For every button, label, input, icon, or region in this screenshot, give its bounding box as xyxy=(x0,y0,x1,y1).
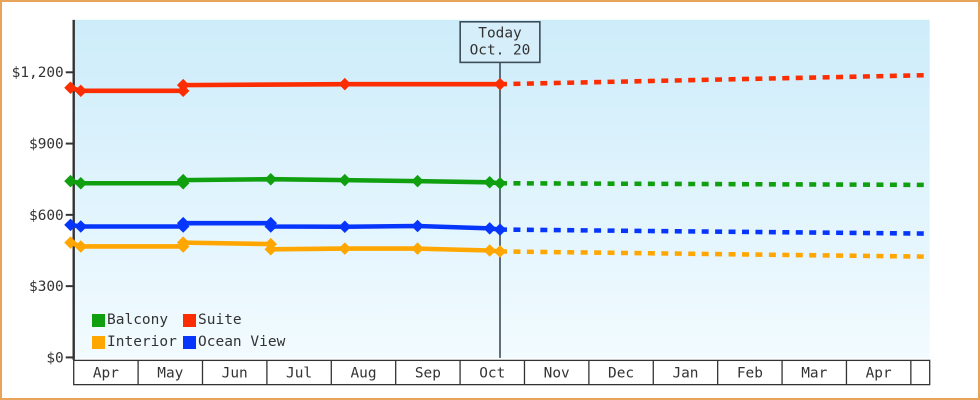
month-label: Oct xyxy=(479,366,505,382)
month-label: Apr xyxy=(93,366,119,382)
ocean-view-color-swatch xyxy=(183,336,196,349)
y-axis-tick-label: $0 xyxy=(46,350,63,366)
series-forecast-interior xyxy=(499,249,929,259)
data-point-marker-ocean-view xyxy=(64,218,77,232)
data-point-marker-ocean-view xyxy=(264,220,278,233)
month-label: Jan xyxy=(672,366,698,382)
data-point-marker-balcony xyxy=(483,176,496,189)
data-point-marker-ocean-view xyxy=(411,219,424,233)
series-forecast-ocean-view xyxy=(499,227,929,236)
data-point-marker-interior xyxy=(176,236,190,249)
data-point-marker-interior xyxy=(493,245,507,258)
y-axis-tick-label: $1,200 xyxy=(12,65,64,81)
data-point-marker-interior xyxy=(64,236,77,249)
suite-color-swatch xyxy=(183,314,196,327)
y-axis-tick-label: $300 xyxy=(29,279,64,295)
data-point-marker-interior xyxy=(264,243,278,256)
data-point-marker-ocean-view xyxy=(493,223,507,236)
data-point-marker-ocean-view xyxy=(176,216,190,230)
month-label: Nov xyxy=(544,366,570,382)
month-label: Aug xyxy=(350,366,376,382)
month-label: Feb xyxy=(737,366,763,382)
legend-item-suite: Suite xyxy=(183,312,285,329)
legend-item-balcony: Balcony xyxy=(92,312,183,329)
month-label: Jun xyxy=(222,366,248,382)
month-label: Mar xyxy=(801,366,827,382)
y-axis-tick-label: $600 xyxy=(29,208,64,224)
data-point-marker-interior xyxy=(338,242,352,255)
data-point-marker-balcony xyxy=(176,173,190,187)
today-box-label: Today xyxy=(478,26,522,42)
legend-label: Ocean View xyxy=(198,334,286,350)
data-point-marker-balcony xyxy=(338,173,352,187)
legend-label: Suite xyxy=(198,312,242,328)
plot-area xyxy=(73,19,930,359)
month-label: Jul xyxy=(286,366,312,382)
data-point-marker-suite xyxy=(64,81,77,94)
month-row xyxy=(73,359,931,386)
today-box-date: Oct. 20 xyxy=(470,43,531,59)
data-point-marker-suite xyxy=(176,78,190,92)
data-point-marker-balcony xyxy=(493,177,507,190)
legend-item-interior: Interior xyxy=(92,334,183,351)
legend-label: Balcony xyxy=(107,312,169,328)
interior-color-swatch xyxy=(92,336,105,349)
data-point-marker-balcony xyxy=(264,172,278,186)
data-point-marker-interior xyxy=(74,240,88,253)
series-forecast-balcony xyxy=(499,180,929,188)
data-point-marker-interior xyxy=(411,242,424,255)
month-label: Sep xyxy=(415,366,441,382)
balcony-color-swatch xyxy=(92,314,105,327)
data-point-marker-suite xyxy=(493,77,507,91)
series-forecast-suite xyxy=(499,72,929,87)
month-label: May xyxy=(157,366,183,382)
data-point-marker-ocean-view xyxy=(483,222,496,235)
today-box xyxy=(459,21,541,64)
month-label: Dec xyxy=(608,366,634,382)
data-point-marker-interior xyxy=(483,244,496,257)
legend-item-ocean-view: Ocean View xyxy=(183,334,285,351)
legend-label: Interior xyxy=(107,334,177,350)
chart-legend: Balcony Suite Interior Ocean View xyxy=(92,312,285,351)
month-label: Apr xyxy=(866,366,892,382)
y-axis-tick-label: $900 xyxy=(29,137,64,153)
